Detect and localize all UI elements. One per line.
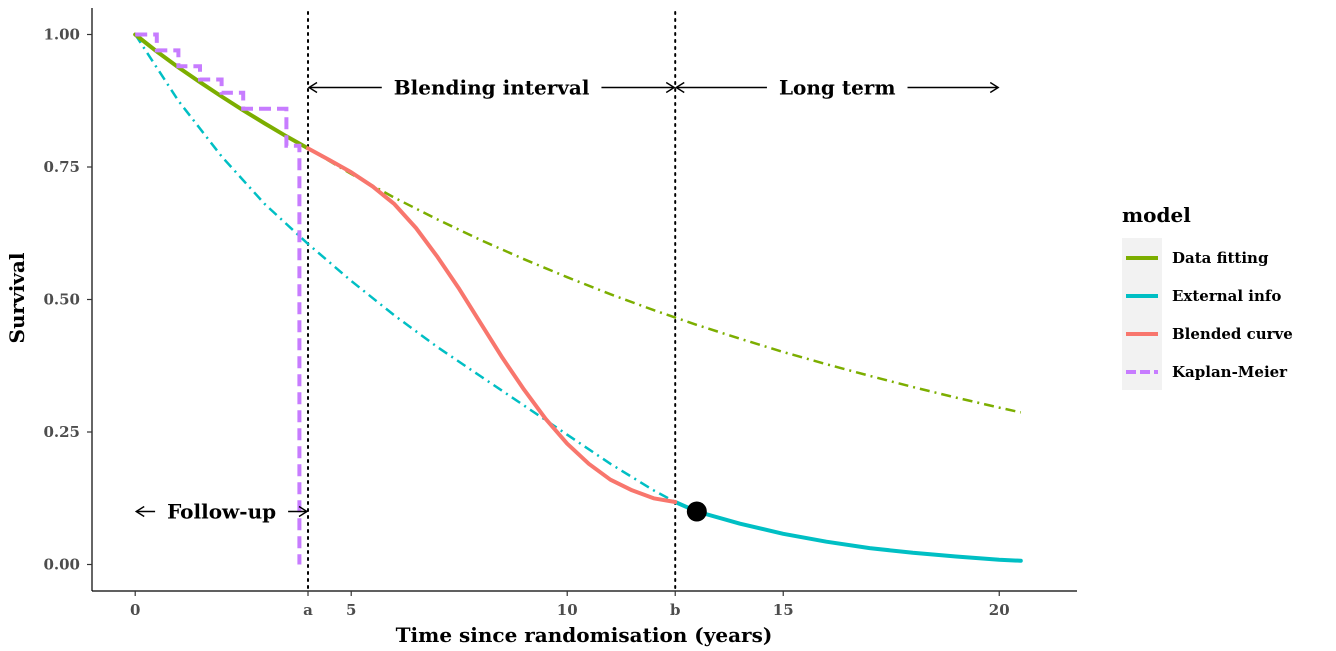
x-tick-label: 5 (346, 601, 356, 619)
legend-title: model (1122, 203, 1191, 227)
y-tick-label: 0.25 (43, 423, 80, 441)
annotation-label: Long term (779, 76, 896, 100)
x-axis-title: Time since randomisation (years) (396, 623, 773, 647)
legend-label: Blended curve (1172, 325, 1293, 343)
kaplan-meier-step-line (135, 32, 302, 565)
y-tick-label: 0.75 (43, 158, 80, 176)
external-info-dashdot-line (134, 33, 676, 504)
external-info-solid-line (673, 500, 1023, 563)
x-tick-label: 0 (130, 601, 140, 619)
annotation-arrowhead-left (307, 81, 318, 94)
x-tick-label: 15 (773, 601, 794, 619)
x-tick-label: 10 (557, 601, 578, 619)
annotation-arrowhead-left (134, 505, 145, 518)
legend: model Data fitting External info Blended c… (1122, 203, 1293, 390)
x-tick-label: 20 (989, 601, 1010, 619)
annotation-arrowhead-left (674, 81, 685, 94)
annotation-label: Blending interval (394, 76, 590, 100)
transition-point-marker (686, 501, 707, 522)
y-tick-label: 0.50 (43, 291, 80, 309)
annotation-arrowhead-right (298, 505, 309, 518)
annotation-arrowhead-right (665, 81, 676, 94)
legend-label: Kaplan-Meier (1172, 363, 1288, 381)
y-tick-label: 1.00 (43, 26, 80, 44)
y-tick-label: 0.00 (43, 556, 80, 574)
legend-label: External info (1172, 287, 1281, 305)
x-tick-label: b (670, 601, 681, 619)
data-fitting-dashdot-line (307, 147, 1022, 414)
y-axis-title: Survival (5, 252, 29, 343)
annotation-label: Follow-up (167, 500, 276, 524)
data-fitting-solid-line (133, 32, 310, 151)
axes: 0 a 5 10 b 15 20 0.00 0.25 0.50 0.75 1.00 (43, 8, 1077, 619)
blended-curve-solid-line (306, 146, 678, 504)
plot-area: Follow-up Blending interval Long term (133, 11, 1023, 592)
x-tick-label: a (303, 601, 313, 619)
annotation-arrowhead-right (989, 81, 1000, 94)
legend-label: Data fitting (1172, 249, 1269, 267)
